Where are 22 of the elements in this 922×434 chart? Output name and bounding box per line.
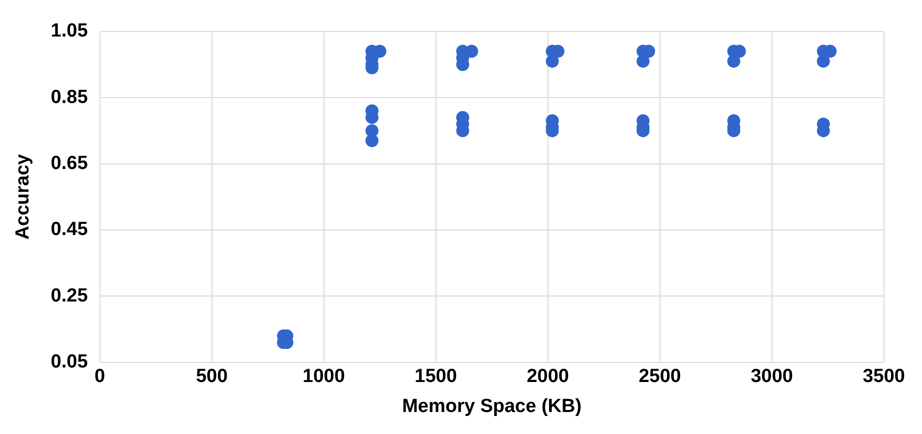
x-tick-label: 500 [196,366,228,388]
x-tick-label: 1500 [414,366,457,388]
x-tick-label: 1000 [302,366,345,388]
x-tick-label: 3000 [750,366,793,388]
y-tick-label: 0.45 [50,219,88,240]
x-tick-label: 0 [94,366,106,388]
y-tick-label: 0.25 [50,285,88,306]
x-tick-label: 2000 [526,366,569,388]
point [727,54,740,68]
x-axis-title: Memory Space (KB) [402,396,582,417]
point [636,54,650,68]
y-tick-label: 0.05 [50,352,88,373]
y-tick-label: 0.85 [50,86,88,108]
point [816,54,830,68]
y-tick-label: 0.65 [50,153,88,174]
x-tick-label: 2500 [638,366,681,388]
point [546,54,559,68]
point [365,134,378,148]
point [465,44,478,58]
y-tick-label: 1.05 [50,20,88,42]
x-tick-label: 3500 [862,366,906,388]
y-axis-title: Accuracy [12,154,34,240]
